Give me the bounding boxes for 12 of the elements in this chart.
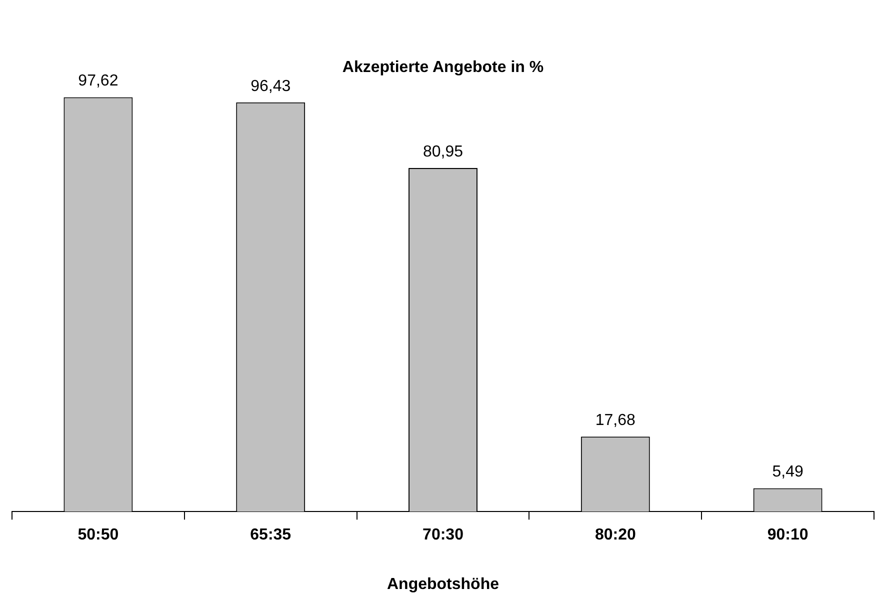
x-tick-label: 90:10 [767, 526, 808, 544]
x-tick-label: 65:35 [250, 526, 292, 544]
data-label: 5,49 [772, 464, 804, 481]
data-label: 80,95 [422, 143, 464, 160]
x-tick-label: 70:30 [422, 526, 464, 544]
data-label: 97,62 [78, 72, 118, 90]
chart-title: Akzeptierte Angebote in % [342, 59, 544, 76]
x-tick-label: 80:20 [594, 526, 636, 544]
x-tick-label: 50:50 [78, 526, 119, 544]
data-label: 17,68 [595, 412, 636, 429]
x-axis-title: Angebotshöhe [387, 576, 500, 593]
data-label: 96,43 [250, 78, 291, 95]
